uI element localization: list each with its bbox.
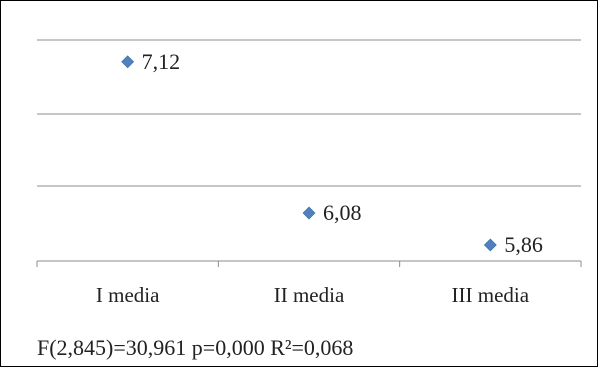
stats-caption: F(2,845)=30,961 p=0,000 R²=0,068 <box>37 335 354 360</box>
x-tick-label-3: III media <box>452 283 530 307</box>
data-label-3: 5,86 <box>504 232 543 257</box>
data-label-1: 7,12 <box>142 49 181 74</box>
data-point-3 <box>483 238 497 252</box>
data-label-2: 6,08 <box>323 200 362 225</box>
data-point-2 <box>302 206 316 220</box>
x-tick-label-1: I media <box>96 283 160 307</box>
data-point-1 <box>121 55 135 69</box>
x-tick-label-2: II media <box>274 283 345 307</box>
